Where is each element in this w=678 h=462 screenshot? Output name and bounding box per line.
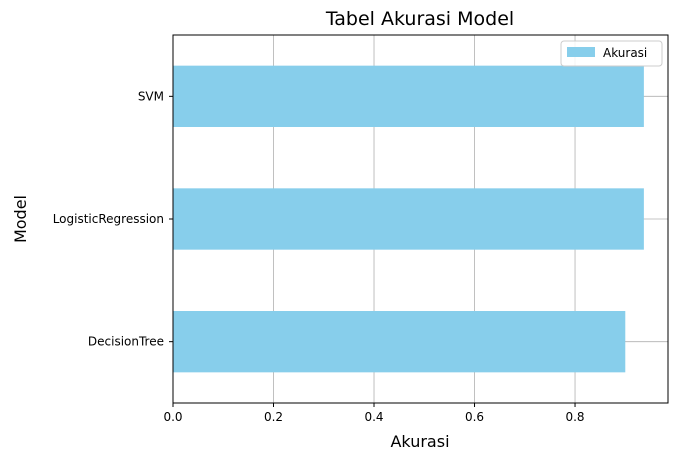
bar-logisticregression: [173, 188, 644, 250]
legend: Akurasi: [560, 40, 663, 67]
y-tick-label: DecisionTree: [88, 335, 164, 349]
y-axis-title: Model: [11, 195, 30, 243]
bar-svm: [173, 65, 644, 127]
x-tick-label: 0.0: [163, 410, 182, 424]
legend-swatch: [567, 47, 595, 57]
x-tick-label: 0.2: [264, 410, 283, 424]
bar-decisiontree: [173, 311, 626, 373]
y-tick-label: SVM: [138, 89, 164, 103]
bars: [173, 65, 644, 373]
y-tick-label: LogisticRegression: [53, 212, 164, 226]
legend-label: Akurasi: [603, 46, 647, 60]
chart-title: Tabel Akurasi Model: [325, 8, 514, 30]
x-axis-ticks: 0.0 0.2 0.4 0.6 0.8: [163, 403, 585, 424]
x-tick-label: 0.8: [565, 410, 584, 424]
x-tick-label: 0.6: [465, 410, 484, 424]
y-axis-ticks: DecisionTree LogisticRegression SVM: [53, 89, 173, 349]
x-axis-title: Akurasi: [390, 432, 449, 451]
x-tick-label: 0.4: [364, 410, 383, 424]
